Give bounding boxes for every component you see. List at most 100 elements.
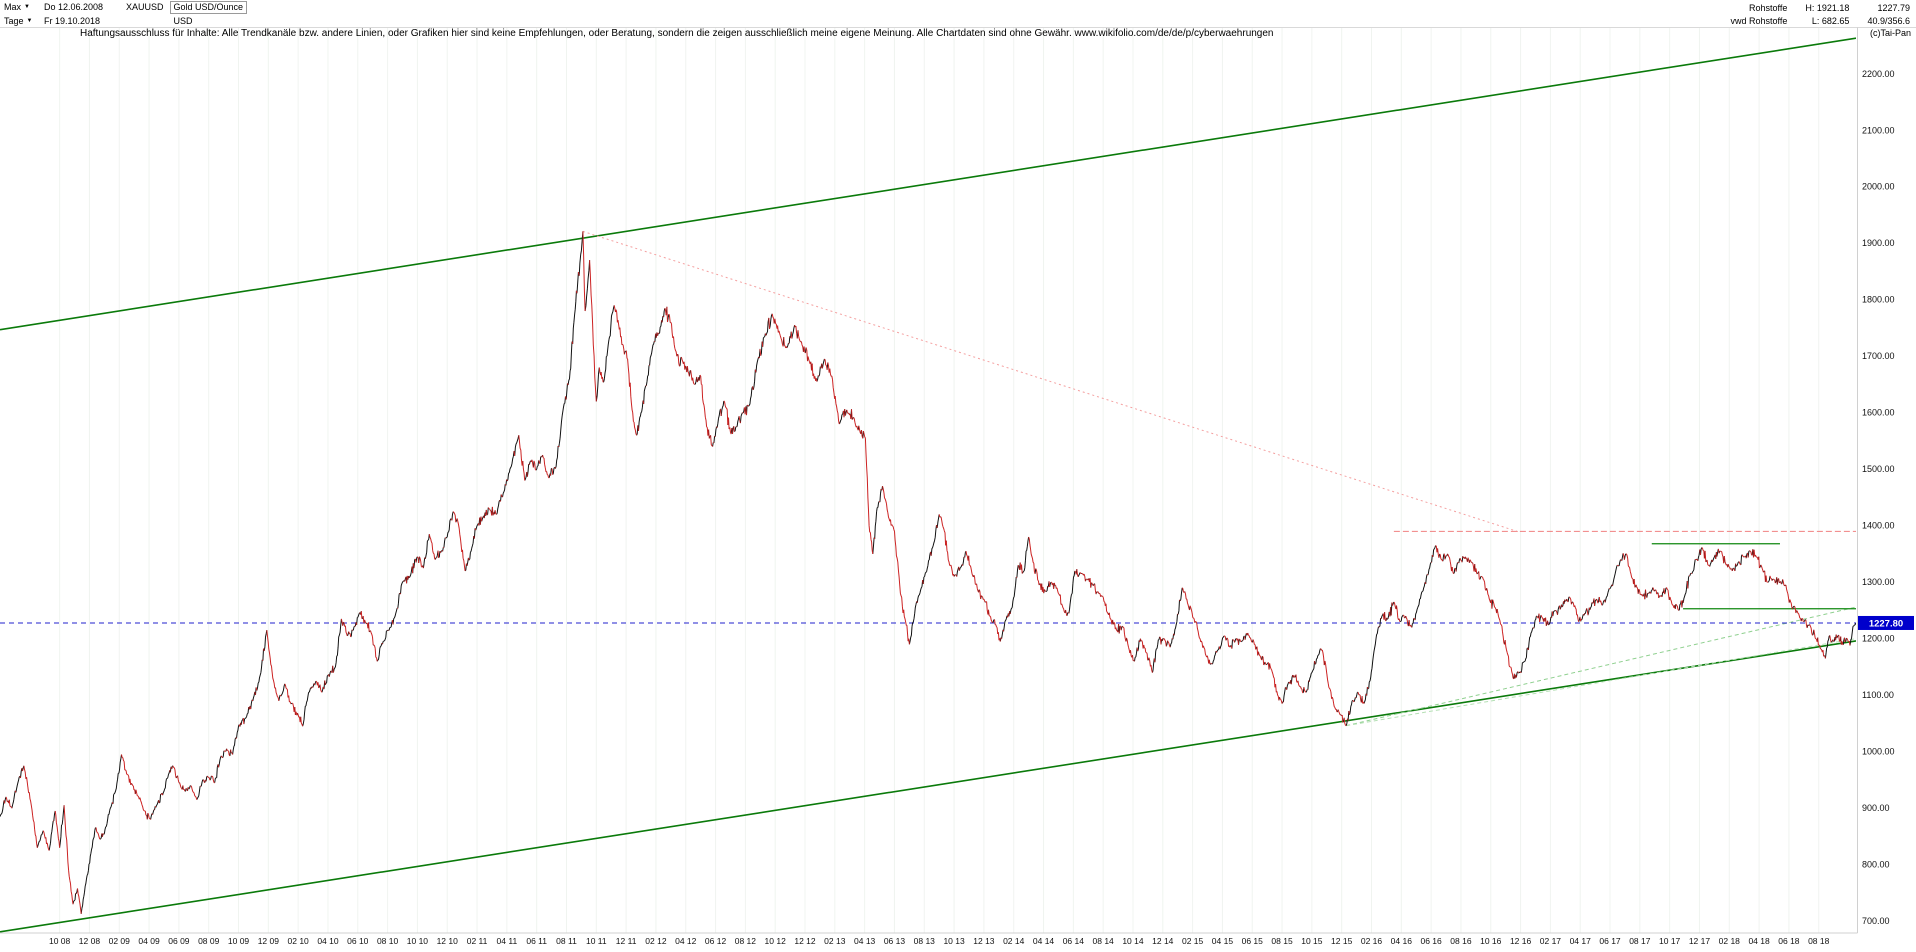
x-axis-label: 02 11 (467, 936, 488, 946)
x-axis-label: 06 18 (1778, 936, 1800, 946)
instrument-header: Max ▼ Do 12.06.2008 XAUUSD Tage ▼ Fr 19.… (0, 0, 248, 27)
x-axis-label: 10 16 (1480, 936, 1502, 946)
last-price-tag (1858, 615, 1914, 630)
start-date-label: Do 12.06.2008 (44, 2, 104, 13)
x-axis-label: 04 09 (138, 936, 160, 946)
y-axis-label: 1600.00 (1862, 408, 1895, 418)
y-axis-label: 700.00 (1862, 916, 1890, 926)
x-axis-label: 06 09 (168, 936, 190, 946)
x-axis-label: 12 08 (79, 936, 101, 946)
y-axis-label: 2100.00 (1862, 125, 1895, 135)
trendline-uptrend-2016-a (1346, 606, 1856, 727)
trendline-channel-lower (0, 640, 1856, 933)
x-axis-label: 02 17 (1540, 936, 1562, 946)
range-dropdown-label: Max (4, 2, 22, 13)
y-axis-label: 1400.00 (1862, 521, 1895, 531)
x-axis-label: 08 15 (1271, 936, 1293, 946)
x-axis-label: 10 14 (1122, 936, 1144, 946)
x-axis-label: 08 12 (735, 936, 757, 946)
x-axis-label: 12 12 (794, 936, 816, 946)
x-axis-label: 12 14 (1152, 936, 1174, 946)
y-axis-label: 900.00 (1862, 803, 1890, 813)
symbol-label: XAUUSD (126, 2, 164, 13)
instrument-name-label: Gold USD/Ounce (169, 1, 248, 14)
chevron-down-icon: ▼ (24, 4, 30, 11)
category-label: Rohstoffe (1749, 3, 1788, 13)
range-stat-label: 40.9/356.6 (1867, 16, 1910, 26)
y-axis-label: 1900.00 (1862, 238, 1895, 248)
trendline-uptrend-2016-b (1346, 638, 1856, 727)
grid-lines (59, 28, 1820, 933)
price-series-up (0, 231, 1856, 914)
y-axis-label: 1800.00 (1862, 295, 1895, 305)
x-axis-label: 08 17 (1629, 936, 1651, 946)
x-axis-label: 04 17 (1570, 936, 1592, 946)
x-axis-label: 04 14 (1033, 936, 1055, 946)
y-axis-label: 1000.00 (1862, 747, 1895, 757)
x-axis-label: 06 12 (705, 936, 727, 946)
x-axis-label: 12 16 (1510, 936, 1532, 946)
x-axis-label: 08 18 (1808, 936, 1830, 946)
y-axis-label: 800.00 (1862, 860, 1890, 870)
x-axis-label: 02 16 (1361, 936, 1383, 946)
y-axis-label: 1700.00 (1862, 351, 1895, 361)
x-axis-label: 12 11 (616, 936, 637, 946)
trendline-downtrend-from-2011-high (582, 230, 1521, 533)
chevron-down-icon: ▼ (26, 17, 33, 24)
period-dropdown[interactable]: Tage ▼ (4, 15, 38, 27)
x-axis-label: 10 10 (407, 936, 429, 946)
x-axis-label: 04 12 (675, 936, 697, 946)
x-axis-label: 12 17 (1689, 936, 1711, 946)
price-series-down (3, 231, 1851, 914)
x-axis-label: 08 09 (198, 936, 220, 946)
period-dropdown-label: Tage (4, 15, 24, 26)
x-axis-label: 10 09 (228, 936, 250, 946)
x-axis-label: 10 15 (1301, 936, 1323, 946)
x-axis-label: 10 12 (765, 936, 787, 946)
y-axis-label: 1200.00 (1862, 634, 1895, 644)
x-axis-label: 06 10 (347, 936, 369, 946)
x-axis-label: 06 16 (1420, 936, 1442, 946)
x-axis-label: 12 15 (1331, 936, 1353, 946)
x-axis-label: 10 11 (586, 936, 607, 946)
x-axis-label: 04 16 (1391, 936, 1413, 946)
x-axis-label: 06 14 (1063, 936, 1085, 946)
x-axis-label: 02 15 (1182, 936, 1204, 946)
x-axis-label: 04 10 (317, 936, 339, 946)
currency-label: USD (173, 16, 193, 26)
last-price-header-label: 1227.79 (1877, 3, 1910, 13)
x-axis-label: 06 13 (884, 936, 906, 946)
x-axis-label: 08 16 (1450, 936, 1472, 946)
range-dropdown[interactable]: Max ▼ (4, 1, 38, 13)
x-axis-label: 10 13 (943, 936, 965, 946)
x-axis-label: 08 14 (1093, 936, 1115, 946)
y-axis-label: 1500.00 (1862, 464, 1895, 474)
x-axis-label: 06 17 (1599, 936, 1621, 946)
trendline-channel-upper (0, 37, 1856, 331)
x-axis-label: 10 08 (49, 936, 71, 946)
x-axis-label: 12 10 (437, 936, 459, 946)
x-axis-label: 02 14 (1003, 936, 1025, 946)
x-axis-label: 02 10 (288, 936, 310, 946)
alltime-low-label: L: 682.65 (1811, 16, 1850, 26)
x-axis-label: 04 11 (497, 936, 518, 946)
y-axis-label: 1300.00 (1862, 577, 1895, 587)
x-axis-label: 02 12 (645, 936, 667, 946)
x-axis-label: 12 13 (973, 936, 995, 946)
last-price-tag-label: 1227.80 (1869, 618, 1903, 629)
quote-info-panel: Rohstoffe H: 1921.18 1227.79 vwd Rohstof… (1731, 0, 1916, 27)
end-date-label: Fr 19.10.2018 (44, 15, 101, 26)
x-axis-label: 10 17 (1659, 936, 1681, 946)
x-axis-label: 02 13 (824, 936, 846, 946)
x-axis-label: 08 11 (556, 936, 577, 946)
x-axis-label: 02 18 (1719, 936, 1741, 946)
x-axis-label: 06 11 (526, 936, 547, 946)
x-axis-label: 08 13 (914, 936, 936, 946)
plot-area (0, 37, 1856, 933)
y-axis-label: 2000.00 (1862, 182, 1895, 192)
x-axis-label: 04 13 (854, 936, 876, 946)
data-source-label: vwd Rohstoffe (1730, 16, 1788, 26)
x-axis-label: 04 18 (1748, 936, 1770, 946)
copyright-label: (c)Tai-Pan (1869, 28, 1911, 38)
